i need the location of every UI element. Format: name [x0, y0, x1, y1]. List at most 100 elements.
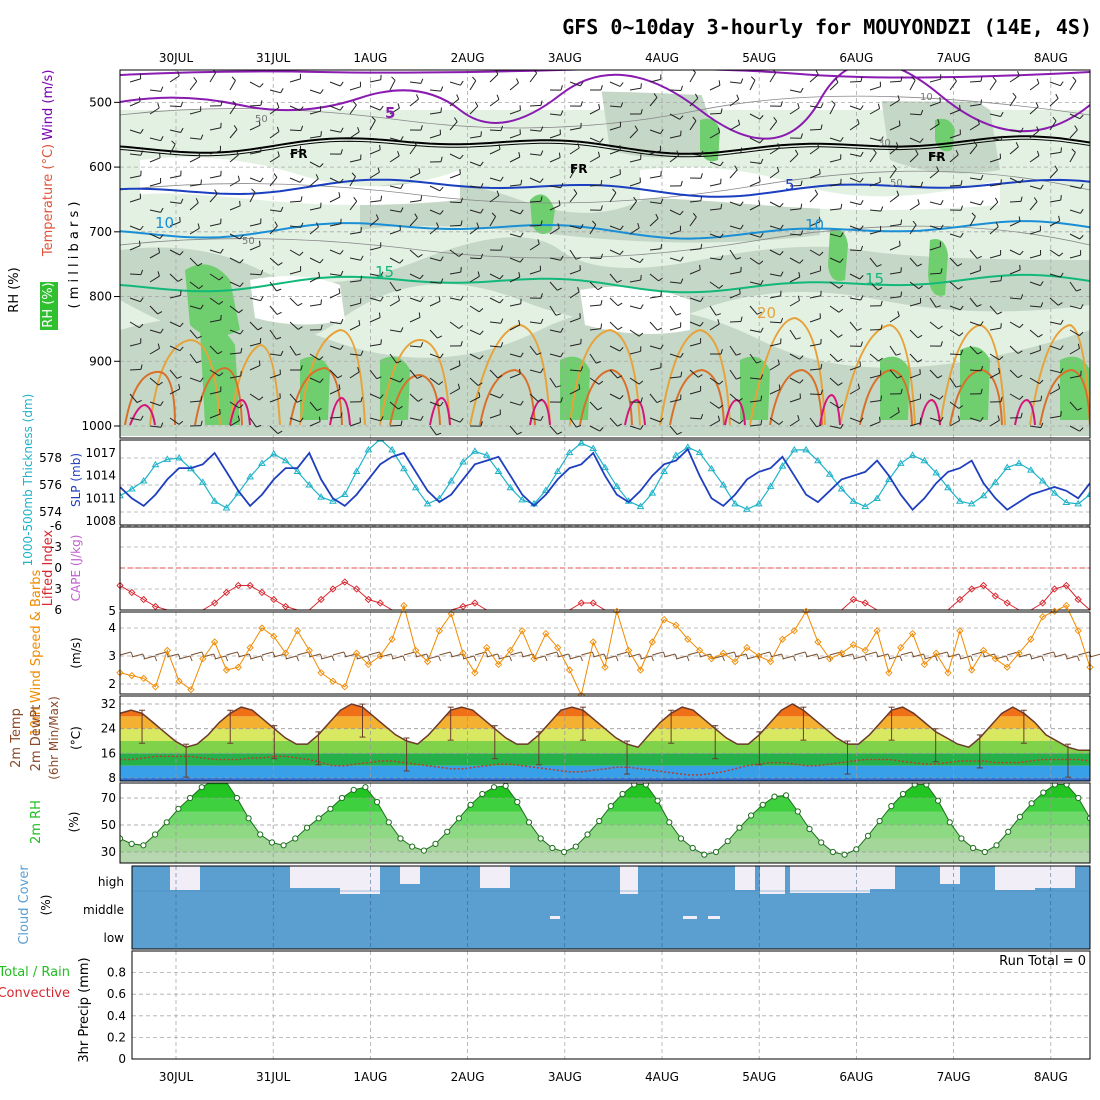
upper-barb-16-5 — [449, 201, 462, 204]
upper-barb-flag-22-3 — [577, 143, 580, 149]
wind10m-point-55 — [766, 657, 775, 666]
rh-point-52 — [724, 838, 731, 845]
upper-barb-10-2 — [329, 129, 341, 133]
upper-barb-flag-24-11 — [619, 346, 624, 352]
wind10m-barb-flag-74 — [1005, 655, 1009, 662]
wind10m-point-65 — [885, 669, 893, 677]
thickness-point-41 — [601, 463, 609, 470]
upper-barb-flag-23-1 — [598, 103, 601, 109]
upper-barb-13-3 — [389, 155, 400, 163]
upper-barb-14-6 — [409, 217, 418, 227]
upper-barb-flag-38-10 — [897, 311, 900, 317]
upper-barb-flag-37-1 — [877, 103, 881, 109]
upper-barb-flag-37-2 — [880, 136, 884, 142]
upper-barb-flag-47-6 — [1079, 235, 1084, 240]
upper-barb-27-7 — [669, 257, 681, 262]
thickness-point-53 — [743, 505, 751, 512]
thickness-point-34 — [518, 495, 527, 503]
upper-barb-28-1 — [689, 97, 699, 107]
upper-barb-19-5 — [509, 209, 521, 215]
upper-barb-27-13 — [669, 399, 681, 403]
thickness-point-5 — [175, 454, 184, 461]
upper-barb-3-2 — [189, 137, 201, 140]
wind10m-barb-flag-70 — [958, 653, 962, 660]
upper-barb-29-7 — [709, 257, 721, 261]
upper-barb-32-10 — [769, 321, 782, 324]
upper-barb-flag-21-14 — [557, 431, 563, 435]
upper-barb-40-5 — [929, 201, 941, 206]
upper-barb-23-1 — [589, 108, 600, 115]
upper-barb-0-5 — [129, 198, 141, 203]
upper-barb-35-1 — [829, 104, 836, 115]
rh-shading-white — [120, 72, 1090, 334]
upper-barb-42-3 — [969, 145, 978, 155]
upper-barb-flag-23-2 — [599, 138, 604, 143]
rh-band-1 — [120, 838, 1090, 852]
upper-barb-40-7 — [929, 246, 941, 251]
upper-barb-31-4 — [749, 181, 761, 187]
upper-barb-flag-32-2 — [773, 117, 778, 122]
upper-barb-flag-36-2 — [857, 118, 860, 124]
wind10m-barb-46 — [664, 653, 676, 658]
upper-barb-37-3 — [869, 152, 877, 163]
upper-barb-27-5 — [669, 209, 681, 216]
upper-barb-flag-29-7 — [720, 255, 724, 261]
wind10m-point-56 — [778, 635, 787, 643]
upper-barb-37-13 — [869, 400, 881, 403]
upper-barb-flag-41-10 — [958, 332, 964, 337]
upper-barb-11-12 — [349, 371, 360, 379]
upper-barb-30-12 — [729, 369, 737, 380]
precip-tick-0.8: 0.8 — [107, 966, 126, 980]
wind10m-point-42 — [613, 607, 621, 615]
upper-barb-flag-32-3 — [777, 143, 780, 149]
bottom-date-7AUG: 7AUG — [937, 1070, 971, 1084]
upper-barb-flag-17-8 — [477, 271, 480, 277]
upper-barb-flag-14-8 — [419, 274, 424, 280]
upper-barb-flag-22-6 — [580, 223, 584, 229]
precip-y-ticks: 00.20.40.60.8 — [107, 966, 126, 1066]
thickness-point-4 — [163, 455, 172, 462]
upper-barb-flag-35-10 — [837, 334, 843, 338]
upper-barb-flag-16-10 — [458, 325, 464, 329]
precip-tick-0.4: 0.4 — [107, 1009, 126, 1023]
upper-barb-13-0 — [389, 80, 396, 91]
upper-barb-flag-28-0 — [692, 70, 696, 73]
upper-barb-flag-46-13 — [1057, 383, 1061, 389]
wind10m-barb-flag-12 — [272, 651, 276, 658]
upper-barb-flag-26-9 — [660, 291, 662, 297]
upper-barb-18-1 — [489, 99, 500, 107]
upper-barb-flag-10-11 — [339, 345, 344, 350]
upper-barb-5-2 — [229, 129, 238, 139]
upper-barb-flag-37-14 — [879, 416, 881, 422]
upper-barb-25-3 — [629, 158, 641, 163]
upper-barb-flag-9-8 — [318, 271, 321, 277]
upper-barb-flag-16-8 — [460, 267, 462, 273]
upper-barb-flag-13-4 — [400, 183, 404, 189]
upper-barb-0-0 — [129, 78, 141, 83]
upper-barb-flag-1-2 — [160, 136, 164, 141]
thickness-point-47 — [672, 451, 680, 458]
upper-barb-flag-42-9 — [976, 304, 982, 307]
wind10m-point-75 — [1003, 663, 1011, 671]
upper-barb-27-3 — [669, 154, 680, 163]
upper-barb-12-13 — [369, 393, 381, 399]
wind10m-barb-29 — [462, 655, 475, 660]
upper-barb-13-9 — [389, 299, 400, 307]
slp-series-line — [120, 447, 1090, 512]
upper-barb-flag-32-10 — [780, 317, 784, 323]
upper-barb-32-5 — [769, 201, 781, 208]
wind10m-barb-flag-27 — [449, 651, 453, 658]
upper-barb-16-9 — [449, 297, 461, 301]
upper-barb-7-5 — [269, 209, 281, 212]
upper-barb-24-8 — [609, 273, 618, 283]
upper-barb-flag-22-7 — [575, 257, 581, 260]
lifted-index-point-39 — [577, 599, 585, 607]
upper-barb-39-0 — [909, 80, 916, 91]
upper-barb-37-11 — [869, 353, 879, 362]
upper-barb-34-10 — [809, 317, 821, 323]
rh-point-27 — [432, 840, 439, 848]
thickness-point-75 — [1003, 463, 1012, 470]
rh-point-3 — [152, 831, 159, 838]
